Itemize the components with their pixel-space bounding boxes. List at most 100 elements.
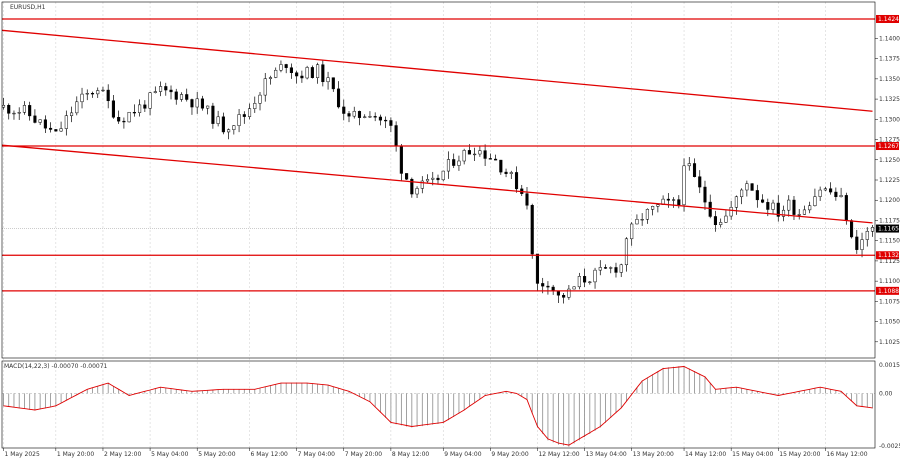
candle-body <box>504 171 508 174</box>
candle-body <box>771 202 775 210</box>
candle-body <box>818 189 822 197</box>
time-tick-label: 1 May 2025 <box>5 451 40 458</box>
candle-body <box>499 159 503 173</box>
price-tick-label: 1.1325 <box>879 96 900 103</box>
candle-body <box>347 113 351 117</box>
candle-body <box>672 199 676 201</box>
candle-body <box>1 104 6 108</box>
candle-body <box>802 209 806 215</box>
candle-body <box>677 199 681 206</box>
candle-body <box>373 116 377 118</box>
price-tick-label: 1.1125 <box>879 258 900 265</box>
candle-body <box>22 105 26 113</box>
candle-body <box>808 205 812 211</box>
candle-body <box>389 120 393 126</box>
candle-body <box>185 94 189 100</box>
candle-body <box>221 116 225 133</box>
macd-frame <box>1 360 876 449</box>
time-tick-label: 13 May 20:00 <box>633 451 674 458</box>
candle-body <box>179 94 184 100</box>
candle-body <box>7 104 11 114</box>
price-tick-label: 1.1375 <box>879 56 900 63</box>
candle-body <box>834 191 838 198</box>
candle-body <box>577 276 581 288</box>
candle-body <box>258 94 262 104</box>
candle-body <box>724 215 728 223</box>
trend-line <box>1 29 873 112</box>
current-price-label: 1.1165 <box>878 226 899 233</box>
candle-body <box>797 214 801 216</box>
candle-body <box>624 238 629 266</box>
candle-body <box>431 177 435 180</box>
candle-body <box>101 89 105 92</box>
candle-body <box>865 231 869 240</box>
candle-body <box>122 120 126 123</box>
candle-body <box>682 165 686 206</box>
candle-body <box>692 163 697 177</box>
candle-body <box>640 219 644 221</box>
candle-body <box>457 160 461 166</box>
candle-body <box>410 178 414 195</box>
trend-line <box>1 144 873 224</box>
candle-body <box>541 283 545 287</box>
candle-body <box>200 98 204 109</box>
candle-body <box>546 285 550 288</box>
time-tick-label: 12 May 12:00 <box>538 451 579 458</box>
candle-body <box>687 163 691 167</box>
macd-tick-label: 0.00 <box>879 390 893 397</box>
candle-body <box>415 188 419 195</box>
time-tick-label: 6 May 12:00 <box>251 451 289 458</box>
candle-body <box>399 145 403 174</box>
level-label-bg <box>876 251 899 260</box>
candle-body <box>331 77 335 90</box>
candle-body <box>127 111 131 123</box>
candle-body <box>43 119 47 129</box>
candle-body <box>232 125 236 130</box>
trend-and-levels: 1.1424 1.1267 1.1132 1.1088 1.1165 <box>1 14 899 295</box>
level-label-bg <box>876 142 899 151</box>
candle-body <box>363 116 367 118</box>
candle-body <box>148 92 152 109</box>
level-label: 1.1132 <box>878 252 899 259</box>
candle-body <box>750 183 754 191</box>
level-label-bg <box>876 14 899 23</box>
candle-body <box>860 239 864 250</box>
candle-body <box>593 269 597 283</box>
candle-body <box>855 236 859 250</box>
candle-body <box>609 267 613 269</box>
candle-body <box>394 125 398 147</box>
candle-body <box>284 64 288 68</box>
candle-body <box>12 112 16 115</box>
time-tick-label: 1 May 20:00 <box>57 451 95 458</box>
candle-body <box>174 91 178 100</box>
candle-body <box>384 119 388 122</box>
candle-body <box>588 281 592 283</box>
level-label: 1.1088 <box>878 288 899 295</box>
candle-body <box>567 288 571 298</box>
time-tick-label: 15 May 04:00 <box>732 451 773 458</box>
candle-body <box>792 199 796 215</box>
candle-body <box>316 64 320 78</box>
time-tick-label: 5 May 04:00 <box>151 451 189 458</box>
candle-body <box>509 172 513 174</box>
candle-body <box>111 100 115 118</box>
candle-body <box>64 115 68 129</box>
time-tick-label: 9 May 04:00 <box>444 451 482 458</box>
candle-body <box>729 207 733 217</box>
candle-body <box>755 190 759 201</box>
candle-body <box>708 201 712 217</box>
candle-body <box>247 108 252 117</box>
candle-body <box>598 267 602 271</box>
price-tick-label: 1.1350 <box>879 76 900 83</box>
candle-body <box>525 193 529 206</box>
candle-body <box>206 105 210 109</box>
candle-body <box>158 86 163 92</box>
candle-body <box>713 216 718 225</box>
candle-body <box>462 150 466 162</box>
time-tick-label: 8 May 12:00 <box>392 451 430 458</box>
candle-body <box>478 150 482 155</box>
candle-body <box>59 128 63 132</box>
candle-body <box>645 209 649 220</box>
